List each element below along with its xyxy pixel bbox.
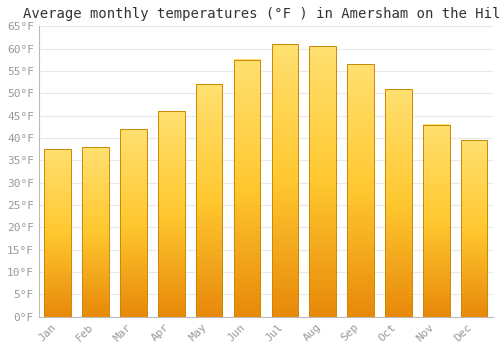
Bar bbox=[82, 147, 109, 317]
Bar bbox=[196, 84, 222, 317]
Bar bbox=[385, 89, 411, 317]
Bar bbox=[158, 111, 184, 317]
Bar bbox=[272, 44, 298, 317]
Bar bbox=[272, 44, 298, 317]
Bar bbox=[234, 60, 260, 317]
Bar bbox=[82, 147, 109, 317]
Bar bbox=[310, 47, 336, 317]
Bar bbox=[44, 149, 71, 317]
Bar bbox=[158, 111, 184, 317]
Bar bbox=[196, 84, 222, 317]
Bar bbox=[423, 125, 450, 317]
Bar bbox=[385, 89, 411, 317]
Bar bbox=[44, 149, 71, 317]
Bar bbox=[120, 129, 146, 317]
Bar bbox=[310, 47, 336, 317]
Bar bbox=[348, 64, 374, 317]
Bar bbox=[423, 125, 450, 317]
Bar bbox=[348, 64, 374, 317]
Title: Average monthly temperatures (°F ) in Amersham on the Hill: Average monthly temperatures (°F ) in Am… bbox=[23, 7, 500, 21]
Bar bbox=[461, 140, 487, 317]
Bar bbox=[234, 60, 260, 317]
Bar bbox=[461, 140, 487, 317]
Bar bbox=[120, 129, 146, 317]
